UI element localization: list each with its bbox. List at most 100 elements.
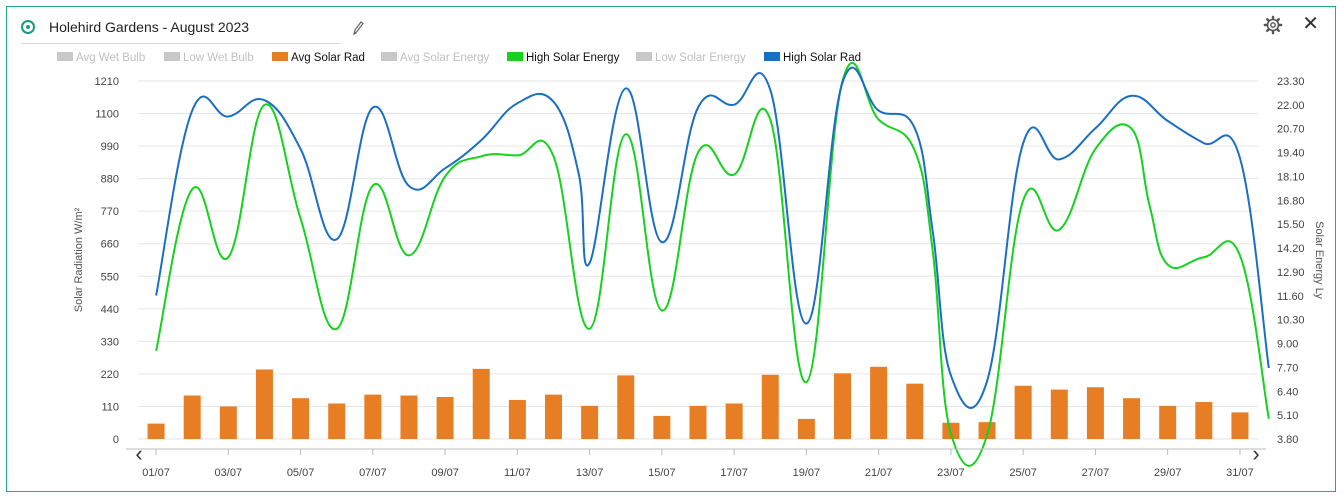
- x-tick-label: 17/07: [720, 467, 748, 479]
- gear-icon[interactable]: [1263, 15, 1283, 35]
- series-lines: [155, 61, 1270, 467]
- bar[interactable]: [906, 383, 924, 439]
- y-axis-left: 0 110 220 330 440 550 660 770 880 990 1100 1210: [95, 76, 119, 446]
- bar[interactable]: [436, 396, 454, 439]
- y-tick-label: 550: [101, 271, 119, 283]
- bar[interactable]: [400, 395, 418, 439]
- bar[interactable]: [183, 395, 201, 439]
- x-tick-label: 15/07: [648, 467, 676, 479]
- x-tick-label: 09/07: [431, 467, 459, 479]
- y2-tick-label: 16.80: [1277, 195, 1305, 207]
- y2-tick-label: 6.40: [1277, 386, 1298, 398]
- legend-swatch: [164, 52, 180, 61]
- x-tick-label: 27/07: [1082, 467, 1110, 479]
- bar[interactable]: [1231, 412, 1249, 439]
- legend-item[interactable]: High Solar Energy: [507, 52, 620, 64]
- y-tick-label: 1210: [95, 76, 119, 88]
- x-tick-label: 19/07: [793, 467, 821, 479]
- y-tick-label: 330: [101, 336, 119, 348]
- x-tick-label: 07/07: [359, 467, 387, 479]
- bar[interactable]: [1050, 389, 1068, 439]
- legend-item[interactable]: Avg Wet Bulb: [57, 52, 145, 64]
- legend-item[interactable]: Avg Solar Rad: [272, 52, 365, 64]
- bar[interactable]: [364, 394, 382, 439]
- legend-label: Avg Solar Rad: [291, 52, 365, 64]
- x-tick-label: 21/07: [865, 467, 893, 479]
- scroll-right-icon[interactable]: ›: [1252, 441, 1259, 466]
- bar[interactable]: [581, 405, 599, 439]
- bar[interactable]: [1123, 398, 1141, 439]
- y-axis-label: Solar Radiation W/m²: [73, 207, 85, 312]
- bar[interactable]: [1159, 405, 1177, 439]
- bar[interactable]: [978, 422, 996, 439]
- y2-tick-label: 3.80: [1277, 434, 1298, 446]
- y2-tick-label: 11.60: [1277, 291, 1304, 303]
- bar[interactable]: [255, 369, 273, 439]
- bar[interactable]: [653, 415, 671, 439]
- y2-tick-label: 22.00: [1277, 100, 1305, 112]
- legend-label: High Solar Rad: [783, 52, 861, 64]
- y-tick-label: 770: [101, 206, 119, 218]
- scroll-left-icon[interactable]: ‹: [135, 441, 142, 466]
- bar[interactable]: [689, 405, 707, 439]
- legend-swatch: [636, 52, 652, 61]
- y-tick-label: 110: [101, 401, 119, 413]
- x-tick-label: 05/07: [287, 467, 315, 479]
- bar[interactable]: [147, 423, 165, 439]
- legend-item[interactable]: Avg Solar Energy: [381, 52, 490, 64]
- bar[interactable]: [797, 418, 815, 439]
- bar[interactable]: [870, 366, 888, 439]
- y-tick-label: 1100: [95, 109, 119, 121]
- bar[interactable]: [1014, 385, 1032, 439]
- x-axis: 01/07 03/07 05/07 07/07 09/07 11/07 13/07 15/07…: [126, 448, 1266, 479]
- legend-item[interactable]: Low Solar Energy: [636, 52, 746, 64]
- y2-tick-label: 15.50: [1277, 219, 1305, 231]
- y2-tick-label: 5.10: [1277, 410, 1298, 422]
- y-tick-label: 990: [101, 141, 119, 153]
- bar[interactable]: [725, 403, 743, 439]
- pencil-icon[interactable]: [351, 19, 365, 37]
- y2-tick-label: 18.10: [1277, 171, 1305, 183]
- y-tick-label: 220: [101, 369, 119, 381]
- legend-label: Avg Solar Energy: [400, 52, 490, 64]
- bar[interactable]: [1086, 387, 1104, 439]
- bar[interactable]: [1195, 402, 1213, 439]
- legend-swatch: [272, 52, 288, 61]
- legend-item[interactable]: High Solar Rad: [764, 52, 861, 64]
- x-tick-label: 31/07: [1226, 467, 1254, 479]
- legend-item[interactable]: Low Wet Bulb: [164, 52, 254, 64]
- close-icon[interactable]: ✕: [1302, 13, 1319, 35]
- y2-tick-label: 12.90: [1277, 267, 1305, 279]
- bar[interactable]: [328, 403, 346, 439]
- y2-tick-label: 23.30: [1277, 76, 1305, 88]
- y2-tick-label: 7.70: [1277, 362, 1298, 374]
- avg-solar-rad-bars: [147, 366, 1249, 439]
- bar[interactable]: [544, 394, 562, 439]
- high-solar-rad-line[interactable]: [155, 66, 1270, 409]
- legend-swatch: [57, 52, 73, 61]
- panel-header: Holehird Gardens - August 2023: [21, 17, 341, 44]
- bar[interactable]: [761, 374, 779, 439]
- bar[interactable]: [617, 375, 635, 439]
- y2-tick-label: 9.00: [1277, 339, 1298, 351]
- high-solar-energy-line[interactable]: [155, 61, 1270, 467]
- radio-icon[interactable]: [21, 20, 35, 34]
- x-tick-label: 01/07: [142, 467, 170, 479]
- y2-tick-label: 20.70: [1277, 124, 1305, 136]
- y2-tick-label: 14.20: [1277, 243, 1305, 255]
- bar[interactable]: [292, 398, 310, 439]
- bar[interactable]: [219, 406, 237, 439]
- legend-label: Low Wet Bulb: [183, 52, 254, 64]
- legend-label: Avg Wet Bulb: [76, 52, 145, 64]
- y2-tick-label: 10.30: [1277, 315, 1305, 327]
- bar[interactable]: [508, 399, 526, 439]
- y2-axis-label: Solar Energy Ly: [1313, 221, 1325, 299]
- bar[interactable]: [472, 368, 490, 439]
- legend-swatch: [507, 52, 523, 61]
- legend-label: High Solar Energy: [526, 52, 620, 64]
- bar[interactable]: [834, 373, 852, 439]
- y-tick-label: 0: [113, 434, 119, 446]
- x-tick-label: 13/07: [576, 467, 604, 479]
- legend-swatch: [764, 52, 780, 61]
